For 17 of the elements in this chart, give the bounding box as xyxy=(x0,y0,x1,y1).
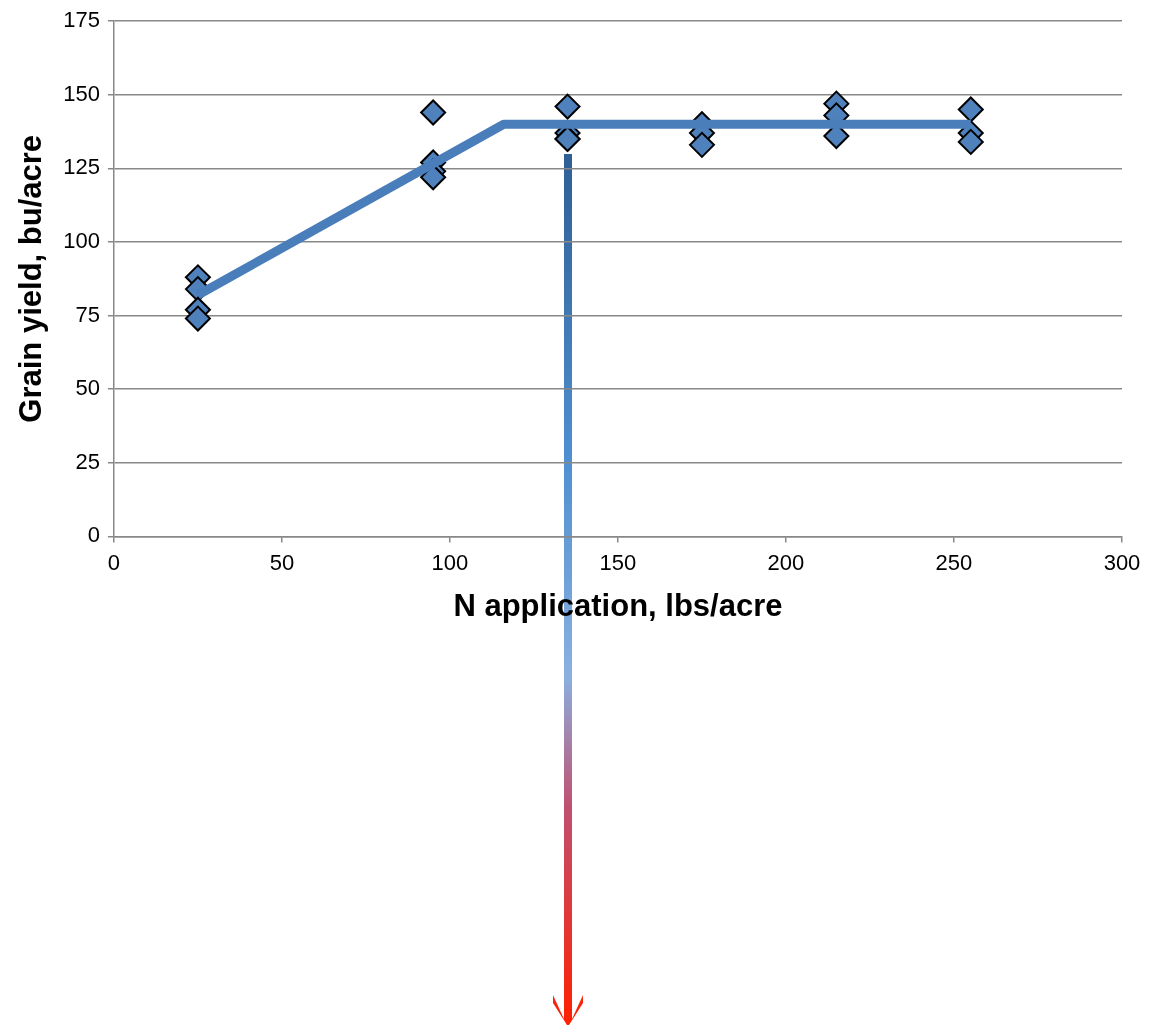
x-tick-label: 0 xyxy=(107,549,121,575)
y-tick-label: 25 xyxy=(75,448,100,474)
x-tick-label: 300 xyxy=(1103,549,1141,575)
y-tick-label: 100 xyxy=(63,228,100,254)
y-tick-label: 50 xyxy=(75,375,100,401)
y-tick-label: 0 xyxy=(87,522,100,548)
x-tick-label: 250 xyxy=(935,549,973,575)
x-axis-title: N application, lbs/acre xyxy=(453,587,783,623)
x-tick-label: 100 xyxy=(431,549,469,575)
y-axis-title: Grain yield, bu/acre xyxy=(13,134,49,423)
y-tick-label: 75 xyxy=(75,301,100,327)
y-tick-label: 125 xyxy=(63,154,100,180)
x-tick-label: 200 xyxy=(767,549,805,575)
y-tick-label: 150 xyxy=(63,80,100,106)
x-tick-label: 50 xyxy=(269,549,295,575)
y-tick-label: 175 xyxy=(63,7,100,33)
x-tick-label: 150 xyxy=(599,549,637,575)
